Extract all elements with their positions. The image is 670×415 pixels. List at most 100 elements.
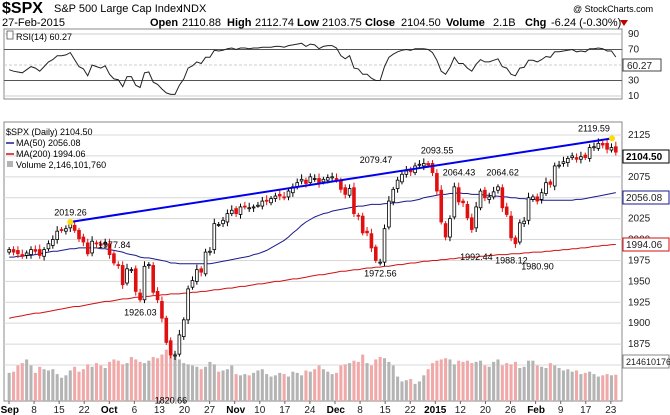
volume-bar [108,361,112,401]
volume-bar [208,361,212,401]
rsi-tick-label: 30 [628,76,640,87]
open-value: 2110.88 [182,17,221,29]
price-annotation: 2119.59 [578,124,610,134]
volume-bar [173,353,177,401]
candle-body [500,187,505,209]
x-tick-label: 2015 [424,405,447,415]
volume-bar [535,365,539,401]
volume-bar [505,363,509,401]
volume-bar [430,363,435,401]
volume-bar [561,370,565,401]
candle-body [339,179,343,190]
candle-body [51,239,55,246]
volume-bar [601,375,605,401]
candle-body [99,243,103,246]
volume-bar [212,364,216,401]
price-annotation: 2079.47 [360,155,393,165]
ma200-value-label: 1994.06 [626,240,663,251]
candle-body [116,264,121,267]
volume-bar [90,366,94,401]
volume-bar [25,359,29,401]
candle-body [282,196,286,199]
volume-bar [230,365,234,401]
candle-body [395,179,400,189]
volume-bar [94,363,98,401]
candle-body [522,220,526,225]
ma50-value-label: 2056.08 [626,193,663,204]
candle-body [369,233,374,249]
volume-bar [579,374,583,401]
x-tick-label: 8 [357,405,363,415]
volume-bar [38,366,42,401]
volume-bar [252,372,256,401]
price-annotation: 1988.12 [495,255,528,265]
candle-body [59,229,64,231]
volume-bar [182,363,186,401]
candle-body [37,249,42,256]
volume-bar [343,364,347,401]
x-tick-label: 17 [279,405,291,415]
candle-body [304,179,308,184]
volume-bar [317,365,321,401]
candle-body [147,264,151,267]
trend-marker-start [67,218,74,225]
x-tick-label: 27 [204,405,216,415]
price-annotation: 1972.56 [364,268,397,278]
volume-bar [448,359,452,401]
volume-bar [374,359,378,401]
low-label: Low [297,17,319,29]
open-label: Open [150,17,178,29]
chg-value: -6.24 (-0.30%) [551,17,621,29]
candle-body [164,317,169,343]
candle-body [85,242,90,255]
x-tick-label: 10 [254,405,266,415]
price-annotation: 1992.44 [460,252,493,262]
candle-body [168,340,173,356]
low-value: 2103.75 [322,17,362,29]
volume-bar [609,375,613,401]
candle-body [579,156,583,160]
volume-bar [596,376,600,401]
candle-body [325,177,330,181]
candle-body [365,230,369,234]
candle-body [81,236,86,243]
candle-body [277,193,282,197]
volume-bar [413,383,417,401]
ma200-line [9,244,616,319]
candle-body [321,178,326,183]
x-tick-label: 6 [132,405,138,415]
volume-bar [225,369,229,401]
price-grid [4,134,622,366]
candle-body [570,155,574,158]
price-tick-label: 1875 [628,339,651,350]
volume-bar [487,366,491,401]
candle-body [600,142,605,146]
volume-bar [64,375,68,401]
volume-bar [238,375,243,401]
legend-ma50: MA(50) 2056.08 [16,138,81,148]
candle-body [133,268,138,292]
volume-bar [217,371,221,401]
price-tick-label: 1900 [628,318,651,329]
volume-bar [496,359,500,401]
candle-body [531,196,535,200]
candle-body [216,224,221,226]
candle-body [504,206,509,215]
volume-bar [234,374,238,401]
chg-label: Chg [525,17,546,29]
volume-bar [273,375,277,401]
volume-bar [566,369,570,401]
volume-bar [544,368,548,401]
legend-ma200: MA(200) 1994.06 [16,149,86,159]
volume-bar [204,366,208,401]
candle-body [574,157,579,160]
candle-body [7,249,11,253]
candle-body [539,192,544,200]
volume-bar [243,374,247,401]
candle-body [478,190,483,209]
volume-bar [339,365,343,401]
volume-bar [286,376,291,401]
candle-body [452,186,457,218]
chart-exchange: INDX [180,3,207,15]
